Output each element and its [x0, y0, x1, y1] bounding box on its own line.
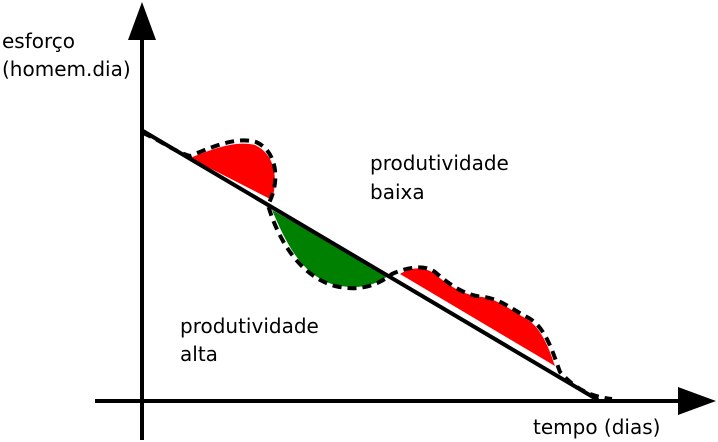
x-axis-arrowhead — [678, 387, 716, 415]
red-region-2 — [400, 268, 555, 366]
planned-effort-line — [141, 129, 600, 402]
x-axis-label: tempo (dias) — [533, 415, 660, 439]
low-productivity-label-line2: baixa — [370, 180, 425, 204]
red-region-1 — [190, 143, 275, 200]
actual-effort-dashed-curve — [142, 131, 613, 401]
y-axis-label-line1: esforço — [2, 29, 75, 53]
high-productivity-label-line1: produtividade — [180, 314, 319, 338]
y-axis-arrowhead — [128, 2, 156, 40]
low-productivity-label-line1: produtividade — [370, 151, 509, 175]
high-productivity-label-line2: alta — [180, 342, 218, 366]
y-axis-label-line2: (homem.dia) — [2, 57, 131, 81]
green-region — [272, 210, 388, 287]
